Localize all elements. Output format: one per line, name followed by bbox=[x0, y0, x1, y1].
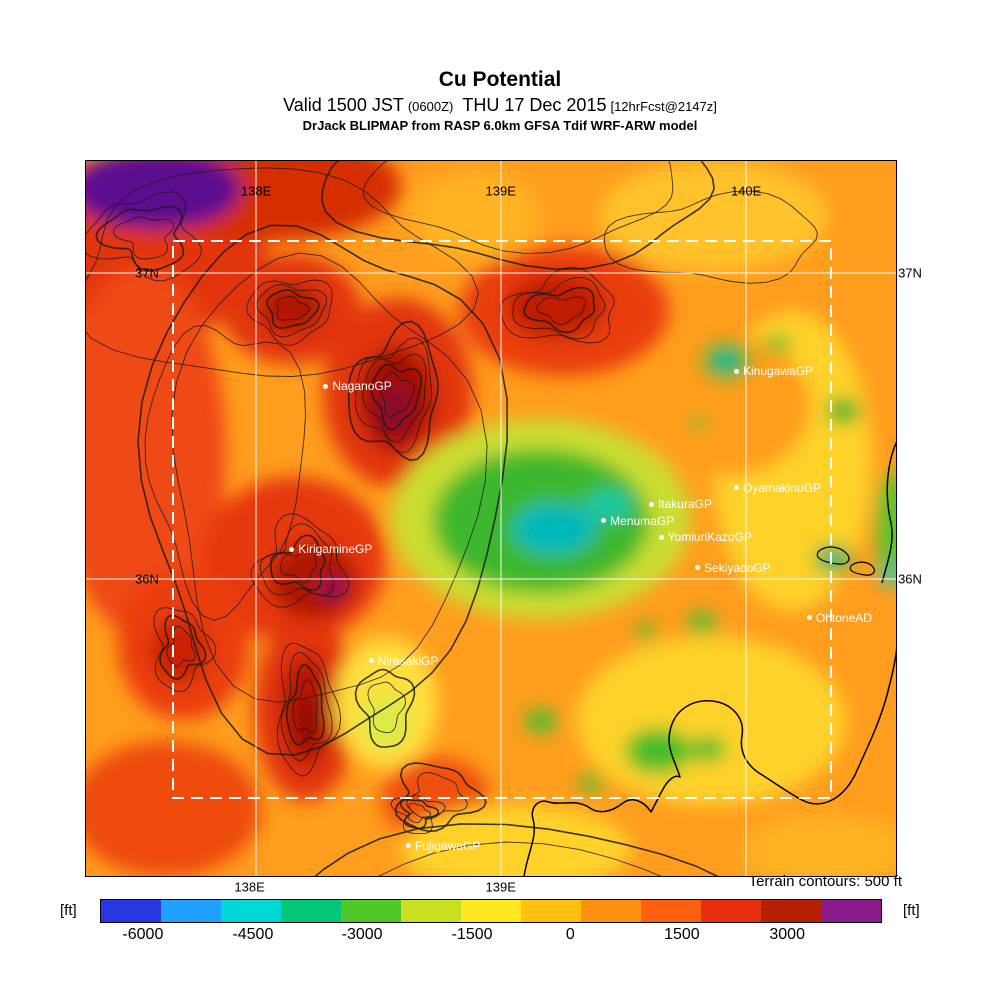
site-label: NirasakiGP bbox=[377, 653, 439, 668]
site-label: NaganoGP bbox=[332, 379, 392, 394]
site-dot-icon bbox=[405, 843, 411, 849]
valid-date: THU 17 Dec 2015 bbox=[462, 95, 607, 116]
lon-label-bottom: 138E bbox=[234, 879, 265, 895]
lat-label-left: 36N bbox=[135, 571, 159, 587]
site-label: YomiuriKazoGP bbox=[667, 530, 752, 545]
colorbar-segment bbox=[341, 900, 401, 922]
valid-line: Valid 1500 JST (0600Z) THU 17 Dec 2015 [12… bbox=[0, 95, 1000, 116]
site-marker-sekiyadogp: SekiyadoGP bbox=[695, 561, 771, 575]
colorbar-tick: 1500 bbox=[664, 926, 700, 943]
site-dot-icon bbox=[806, 615, 812, 621]
colorbar-segment bbox=[101, 900, 161, 922]
site-marker-menumagp: MenumaGP bbox=[601, 514, 674, 528]
site-dot-icon bbox=[658, 534, 664, 540]
site-marker-oyamakinugp: OyamakinuGP bbox=[734, 481, 821, 495]
lat-label-right: 37N bbox=[898, 265, 922, 281]
site-label: FujigawaGP bbox=[414, 838, 481, 853]
map-title: Cu Potential bbox=[438, 68, 562, 91]
colorbar-segment bbox=[281, 900, 341, 922]
site-label: OyamakinuGP bbox=[743, 480, 822, 495]
site-marker-nirasakigp: NirasakiGP bbox=[368, 653, 439, 668]
site-label: SekiyadoGP bbox=[704, 560, 771, 575]
terrain-contours bbox=[86, 161, 818, 876]
terrain-contours-note: Terrain contours: 500 ft bbox=[748, 873, 902, 890]
site-label: ItakuraGP bbox=[657, 497, 712, 512]
colorbar-segment bbox=[581, 900, 641, 922]
valid-zulu: (0600Z) bbox=[407, 99, 454, 115]
site-label: MenumaGP bbox=[610, 513, 675, 528]
site-marker-fujigawagp: FujigawaGP bbox=[405, 838, 481, 853]
site-dot-icon bbox=[323, 383, 329, 389]
colorbar-unit-left: [ft] bbox=[60, 902, 77, 919]
lon-label-bottom: 139E bbox=[485, 879, 516, 895]
colorbar-segment bbox=[641, 900, 701, 922]
colorbar-tick: 0 bbox=[565, 926, 575, 943]
site-dot-icon bbox=[734, 485, 739, 491]
forecast-note: [12hrFcst@2147z] bbox=[610, 99, 717, 115]
site-dot-icon bbox=[648, 501, 654, 507]
colorbar-tick: 3000 bbox=[769, 926, 805, 943]
model-line: DrJack BLIPMAP from RASP 6.0km GFSA Tdif… bbox=[302, 117, 698, 133]
site-marker-naganogp: NaganoGP bbox=[323, 379, 392, 394]
colorbar bbox=[100, 899, 882, 923]
contour-map-canvas bbox=[86, 161, 896, 876]
lon-label-top: 140E bbox=[730, 183, 762, 199]
colorbar-segment bbox=[821, 900, 881, 922]
site-marker-ohtonead: OhtoneAD bbox=[806, 610, 872, 625]
site-dot-icon bbox=[695, 565, 701, 571]
lat-label-left: 37N bbox=[135, 265, 159, 281]
colorbar-segment bbox=[761, 900, 821, 922]
colorbar-tick: -6000 bbox=[122, 926, 164, 943]
site-marker-kinugawagp: KinugawaGP bbox=[734, 364, 813, 378]
weather-map: 138E 139E 140E 138E 139E 37N 37N 36N 36N NaganoG… bbox=[85, 160, 922, 895]
colorbar-segment bbox=[401, 900, 461, 922]
colorbar-tick: -3000 bbox=[341, 926, 383, 943]
lon-label-top: 138E bbox=[240, 183, 272, 199]
colorbar-segment bbox=[701, 900, 761, 922]
map-header: Cu Potential Valid 1500 JST (0600Z) THU 1… bbox=[0, 68, 1000, 134]
colorbar-segment bbox=[161, 900, 221, 922]
site-label: OhtoneAD bbox=[815, 610, 872, 625]
colorbar-ticks: -6000 -4500 -3000 -1500 0 1500 3000 bbox=[100, 926, 880, 948]
lon-label-top: 139E bbox=[485, 183, 516, 199]
lat-label-right: 36N bbox=[898, 571, 922, 587]
site-dot-icon bbox=[601, 518, 607, 524]
site-marker-kirigaminegp: KirigamineGP bbox=[289, 542, 372, 556]
site-dot-icon bbox=[734, 368, 739, 374]
colorbar-unit-right: [ft] bbox=[903, 902, 920, 919]
colorbar-tick: -4500 bbox=[232, 926, 274, 943]
site-marker-yomiurikazogp: YomiuriKazoGP bbox=[658, 530, 752, 545]
model-domain-dashed-box bbox=[172, 240, 832, 799]
colorbar-tick: -1500 bbox=[451, 926, 493, 943]
coastline bbox=[523, 441, 896, 876]
site-dot-icon bbox=[289, 546, 295, 552]
site-label: KirigamineGP bbox=[298, 542, 373, 557]
site-marker-itakuragp: ItakuraGP bbox=[648, 497, 712, 512]
valid-time: Valid 1500 JST bbox=[283, 95, 404, 116]
site-dot-icon bbox=[368, 658, 374, 664]
colorbar-segment bbox=[221, 900, 281, 922]
site-label: KinugawaGP bbox=[743, 364, 814, 379]
gridlines bbox=[86, 161, 896, 876]
colorbar-segment bbox=[521, 900, 581, 922]
colorbar-segment bbox=[461, 900, 521, 922]
